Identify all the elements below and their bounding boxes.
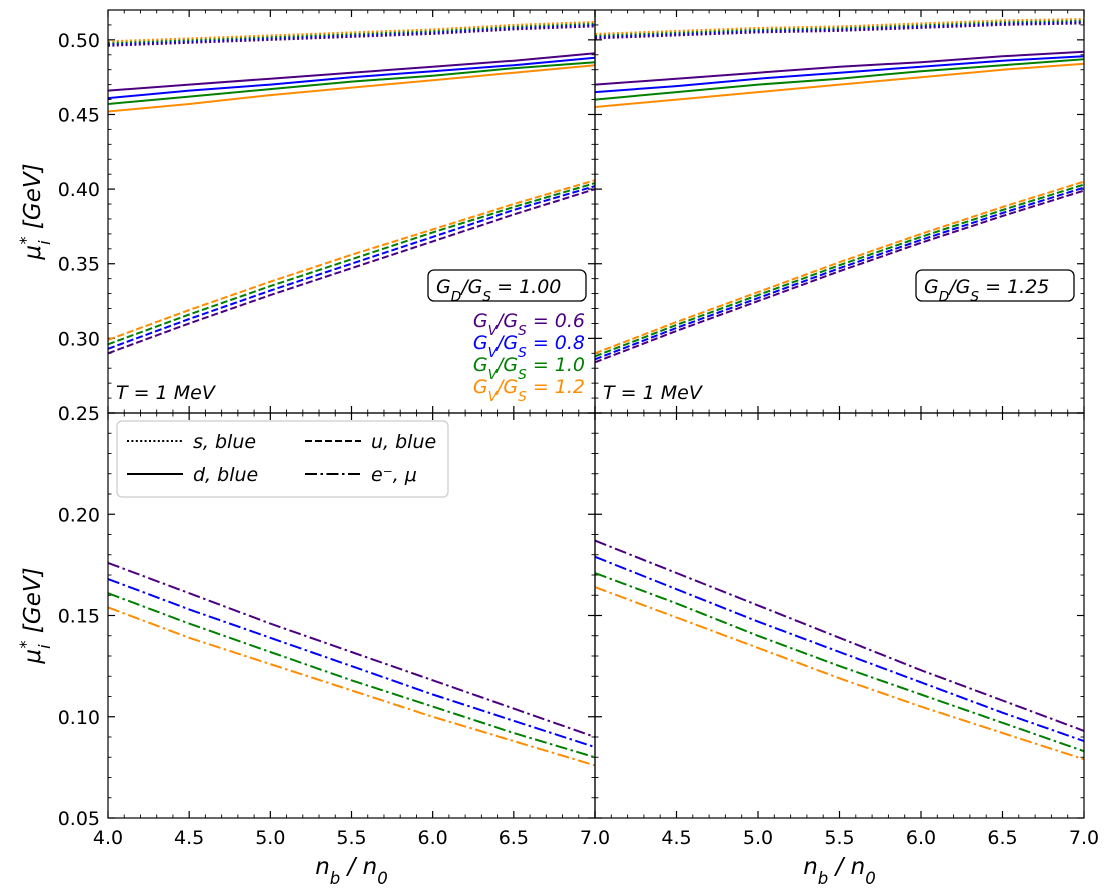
y-tick-label: 0.05 [58,808,100,830]
legend-frame [116,420,449,498]
series-line [595,18,1084,35]
series-line [595,586,1084,761]
series-line [595,539,1084,732]
series-line [108,61,595,105]
series-line [108,578,595,749]
series-group [595,18,1084,364]
style-legend: s, blue u, blue d, blue e⁻, μ [116,420,449,498]
y-tick-label: 0.45 [58,104,100,126]
series-line [108,52,595,92]
series-line [595,62,1084,108]
series-group [595,539,1084,761]
temperature-label: T = 1 MeV [603,382,704,404]
series-line [595,55,1084,94]
x-tick-label: 5.0 [255,827,285,849]
gd-gs-box [427,269,587,302]
series-line [595,555,1084,743]
x-tick-label: 6.0 [418,827,448,849]
x-tick-label: 6.5 [499,827,529,849]
series-group [108,561,595,767]
axes-frame [594,412,1085,819]
y-tick-label: 0.30 [58,328,100,350]
y-axis-label: μi* [GeV] [16,163,54,260]
y-tick-label: 0.10 [58,707,100,729]
series-line [108,561,595,738]
panel-bottom-right: 4.5 5.0 5.5 6.0 6.5 7.0 nb / n0 [594,412,1099,888]
series-line [595,189,1084,364]
gv-legend-entry: GV/GS = 0.8 [473,332,585,361]
series-line [595,186,1084,361]
panel-bottom-left: 0.05 0.10 0.15 0.20 4.0 4.5 5.0 5.5 6.0 6.5 7.0 μi*… [16,412,610,888]
x-tick-label: 6.0 [906,827,936,849]
series-line [108,182,595,346]
gv-legend-entry: GV/GS = 0.6 [473,310,585,339]
gv-legend: GV/GS = 0.6GV/GS = 0.8GV/GS = 1.0GV/GS =… [473,310,585,405]
series-line [108,179,595,341]
x-tick-label: 6.5 [987,827,1017,849]
series-line [108,606,595,767]
series-line [108,592,595,759]
series-line [595,20,1084,38]
series-line [595,22,1084,40]
series-line [108,25,595,47]
legend-entry-label: s, blue [193,431,256,453]
x-tick-label: 5.5 [336,827,366,849]
panel-top-right: GD/GS = 1.25 T = 1 MeV [594,9,1085,414]
legend-entry-label: u, blue [371,431,436,453]
gv-legend-entry: GV/GS = 1.0 [473,354,585,383]
gd-gs-label: GD/GS = 1.00 [436,276,561,305]
series-line [595,183,1084,358]
series-line [108,185,595,350]
x-tick-label: 4.5 [174,827,204,849]
gv-legend-entry: GV/GS = 1.2 [473,376,585,405]
temperature-label: T = 1 MeV [116,382,217,404]
legend-entry-label: e⁻, μ [371,464,417,486]
legend-entry-label: d, blue [193,464,258,486]
x-tick-label: 5.5 [824,827,854,849]
series-line [595,58,1084,101]
series-line [108,22,595,44]
y-tick-label: 0.50 [58,30,100,52]
series-line [108,188,595,355]
series-line [595,180,1084,355]
gd-gs-box [915,269,1075,302]
series-line [595,50,1084,86]
x-tick-label: 4.5 [661,827,691,849]
series-line [108,64,595,113]
series-line [108,56,595,100]
x-tick-label: 5.0 [743,827,773,849]
gd-gs-label: GD/GS = 1.25 [924,276,1049,305]
y-tick-label: 0.25 [58,403,100,425]
y-tick-label: 0.40 [58,179,100,201]
x-axis-label: nb / n0 [315,854,388,888]
y-tick-label: 0.20 [58,504,100,526]
y-axis-label: μi* [GeV] [16,567,54,664]
panel-top-left: 0.25 0.30 0.35 0.40 0.45 0.50 μi* [GeV] GD/GS =… [16,9,596,425]
x-tick-label: 7.0 [580,827,610,849]
series-line [595,572,1084,753]
series-group [108,20,595,355]
series-line [595,19,1084,37]
y-tick-label: 0.35 [58,254,100,276]
x-axis-label: nb / n0 [803,854,876,888]
x-tick-label: 7.0 [1069,827,1099,849]
series-line [108,23,595,46]
x-tick-label: 4.0 [93,827,123,849]
series-line [108,20,595,43]
y-tick-label: 0.15 [58,606,100,628]
ticks [594,412,1085,819]
